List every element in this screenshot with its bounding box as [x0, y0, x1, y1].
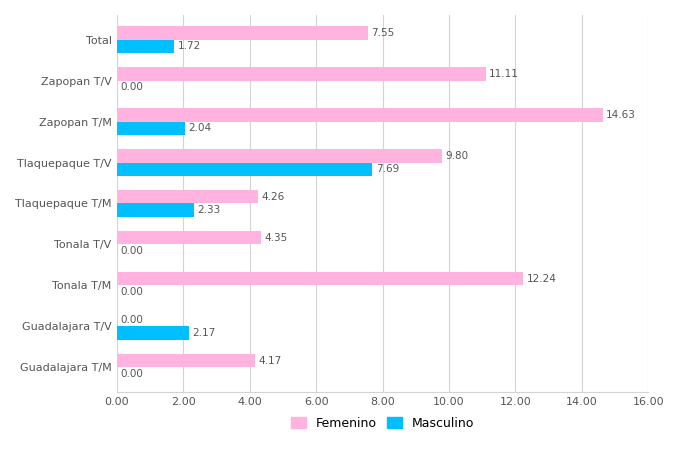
Text: 4.17: 4.17 [259, 356, 282, 366]
Text: 0.00: 0.00 [120, 82, 143, 92]
Text: 0.00: 0.00 [120, 287, 143, 297]
Bar [117, 191, 259, 204]
Text: 1.72: 1.72 [177, 41, 201, 51]
Bar [117, 163, 372, 176]
Bar [117, 272, 524, 286]
Bar [117, 354, 255, 367]
Text: 0.00: 0.00 [120, 246, 143, 256]
Text: 7.55: 7.55 [371, 28, 394, 38]
Bar [117, 122, 185, 135]
Text: 12.24: 12.24 [527, 274, 557, 284]
Bar [117, 231, 261, 245]
Text: 2.33: 2.33 [198, 205, 221, 215]
Text: 2.17: 2.17 [192, 328, 216, 338]
Bar [117, 109, 603, 122]
Text: 14.63: 14.63 [606, 110, 636, 120]
Text: 0.00: 0.00 [120, 315, 143, 325]
Text: 7.69: 7.69 [375, 164, 399, 174]
Text: 0.00: 0.00 [120, 369, 143, 379]
Text: 4.35: 4.35 [265, 233, 288, 243]
Bar [117, 204, 194, 217]
Bar [117, 150, 443, 163]
Text: 11.11: 11.11 [489, 69, 519, 79]
Bar [117, 326, 189, 340]
Text: 2.04: 2.04 [188, 123, 211, 133]
Text: 4.26: 4.26 [262, 192, 285, 202]
Text: 9.80: 9.80 [445, 151, 469, 161]
Legend: Femenino, Masculino: Femenino, Masculino [286, 412, 479, 435]
Bar [117, 68, 486, 81]
Bar [117, 27, 368, 40]
Bar [117, 40, 174, 53]
